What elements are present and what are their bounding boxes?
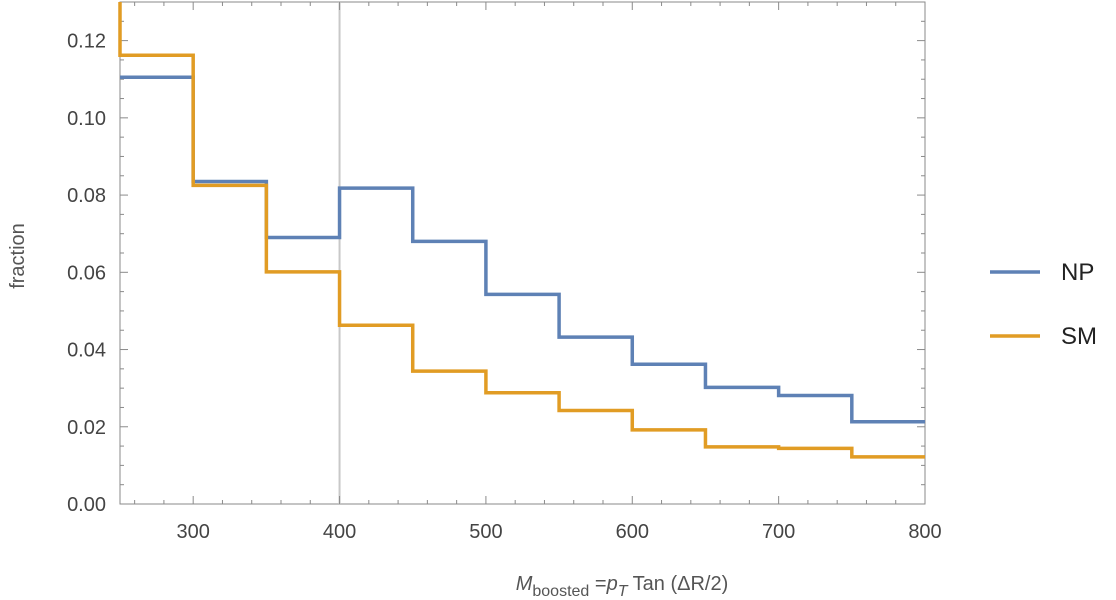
x-tick-labels: 300 400 500 600 700 800 — [176, 521, 941, 543]
legend-label-np: NP — [1061, 259, 1094, 286]
x-tick-label: 600 — [616, 521, 649, 543]
axis-ticks — [120, 1, 926, 505]
y-tick-label: 0.02 — [67, 417, 106, 439]
x-tick-label: 400 — [323, 521, 356, 543]
y-tick-label: 0.04 — [67, 340, 106, 362]
series-line-np — [120, 75, 925, 424]
x-tick-label: 500 — [469, 521, 502, 543]
x-tick-label: 300 — [176, 521, 209, 543]
x-label-m-sub: boosted — [532, 583, 589, 600]
y-axis-label: fraction — [7, 223, 29, 289]
x-label-eq: = — [589, 573, 606, 595]
legend: NP SM — [990, 259, 1097, 350]
y-tick-label: 0.06 — [67, 262, 106, 284]
y-tick-label: 0.12 — [67, 31, 106, 53]
x-label-p-sub: T — [618, 583, 629, 600]
y-tick-label: 0.00 — [67, 494, 106, 516]
x-label-rest: Tan (ΔR/2) — [627, 573, 728, 595]
x-tick-label: 800 — [908, 521, 941, 543]
y-tick-labels: 0.00 0.02 0.04 0.06 0.08 0.10 0.12 — [67, 31, 106, 516]
x-label-p: p — [606, 573, 618, 595]
legend-label-sm: SM — [1061, 323, 1097, 350]
series-line-sm — [118, 2, 925, 459]
series-layer — [118, 2, 925, 459]
x-axis-label: Mboosted =pT Tan (ΔR/2) — [516, 573, 729, 600]
x-tick-label: 700 — [762, 521, 795, 543]
y-tick-label: 0.10 — [67, 108, 106, 130]
plot-frame — [119, 1, 926, 505]
y-tick-label: 0.08 — [67, 185, 106, 207]
x-label-m: M — [516, 573, 533, 595]
